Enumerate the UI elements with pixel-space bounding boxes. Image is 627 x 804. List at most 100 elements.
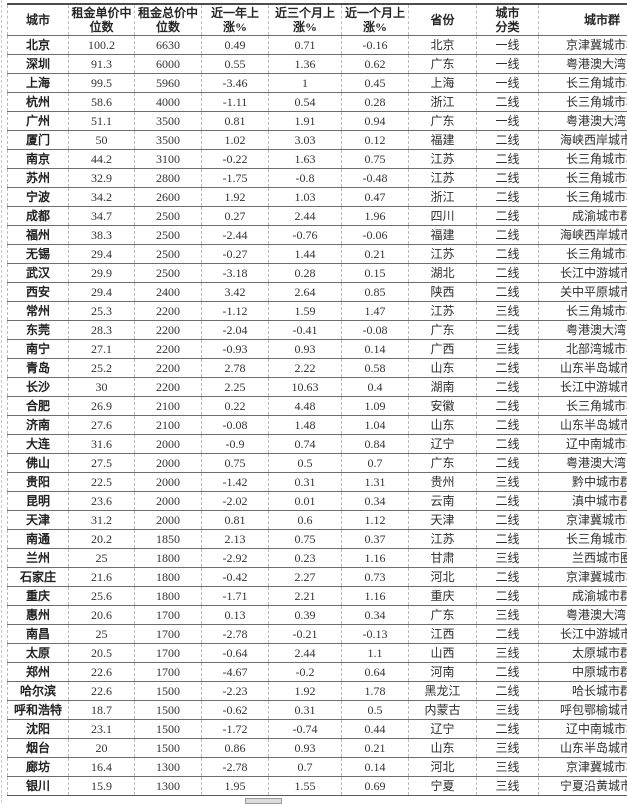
cell-province: 浙江 <box>409 188 477 207</box>
cell-city: 武汉 <box>8 264 69 283</box>
cell-cluster: 成渝城市群 <box>539 587 627 606</box>
cell-total_price: 2200 <box>135 321 202 340</box>
cell-city: 合肥 <box>8 397 69 416</box>
cell-m1: 0.21 <box>342 739 409 758</box>
cell-cluster: 长三角城市群 <box>539 74 627 93</box>
cell-total_price: 2000 <box>135 492 202 511</box>
cell-cluster: 京津冀城市群 <box>539 511 627 530</box>
cell-m1: 0.45 <box>342 74 409 93</box>
cell-unit_price: 18.7 <box>69 701 135 720</box>
cell-total_price: 5960 <box>135 74 202 93</box>
cell-tier: 三线 <box>477 701 539 720</box>
cell-province: 广东 <box>409 606 477 625</box>
cell-total_price: 1500 <box>135 701 202 720</box>
cell-total_price: 2200 <box>135 378 202 397</box>
cell-total_price: 1500 <box>135 739 202 758</box>
cell-cluster: 长三角城市群 <box>539 169 627 188</box>
table-resize-handle <box>245 798 282 804</box>
cell-city: 南通 <box>8 530 69 549</box>
cell-total_price: 2000 <box>135 435 202 454</box>
cell-city: 郑州 <box>8 663 69 682</box>
cell-unit_price: 25.2 <box>69 359 135 378</box>
cell-province: 河北 <box>409 758 477 777</box>
cell-m3: 0.23 <box>269 549 342 568</box>
cell-tier: 三线 <box>477 644 539 663</box>
cell-province: 天津 <box>409 511 477 530</box>
cell-city: 南京 <box>8 150 69 169</box>
cell-m1: 0.58 <box>342 359 409 378</box>
cell-m1: 1.04 <box>342 416 409 435</box>
cell-total_price: 1800 <box>135 568 202 587</box>
cell-province: 内蒙古 <box>409 701 477 720</box>
cell-province: 湖南 <box>409 378 477 397</box>
cell-tier: 三线 <box>477 549 539 568</box>
cell-unit_price: 22.5 <box>69 473 135 492</box>
cell-total_price: 6630 <box>135 36 202 55</box>
cell-total_price: 2000 <box>135 511 202 530</box>
cell-tier: 二线 <box>477 720 539 739</box>
cell-total_price: 2100 <box>135 416 202 435</box>
cell-m1: 1.12 <box>342 511 409 530</box>
cell-unit_price: 21.6 <box>69 568 135 587</box>
cell-total_price: 1300 <box>135 758 202 777</box>
cell-tier: 二线 <box>477 397 539 416</box>
cell-yoy: 0.13 <box>202 606 269 625</box>
cell-yoy: 2.25 <box>202 378 269 397</box>
cell-m1: 1.09 <box>342 397 409 416</box>
cell-yoy: 0.49 <box>202 36 269 55</box>
cell-tier: 二线 <box>477 283 539 302</box>
cell-tier: 三线 <box>477 302 539 321</box>
cell-m3: -0.74 <box>269 720 342 739</box>
page-margin-guide <box>1 0 2 803</box>
cell-m1: 0.37 <box>342 530 409 549</box>
cell-total_price: 2600 <box>135 188 202 207</box>
cell-m1: 0.12 <box>342 131 409 150</box>
cell-cluster: 滇中城市群 <box>539 492 627 511</box>
cell-city: 石家庄 <box>8 568 69 587</box>
cell-m3: 0.54 <box>269 93 342 112</box>
cell-unit_price: 20 <box>69 739 135 758</box>
cell-total_price: 6000 <box>135 55 202 74</box>
cell-total_price: 2400 <box>135 283 202 302</box>
cell-city: 呼和浩特 <box>8 701 69 720</box>
cell-city: 宁波 <box>8 188 69 207</box>
cell-cluster: 京津冀城市群 <box>539 568 627 587</box>
cell-m3: -0.41 <box>269 321 342 340</box>
cell-yoy: -0.42 <box>202 568 269 587</box>
cell-unit_price: 23.6 <box>69 492 135 511</box>
cell-m3: 1.55 <box>269 777 342 796</box>
cell-unit_price: 20.6 <box>69 606 135 625</box>
cell-province: 福建 <box>409 226 477 245</box>
cell-m1: 0.21 <box>342 245 409 264</box>
cell-cluster: 成渝城市群 <box>539 207 627 226</box>
cell-yoy: 1.95 <box>202 777 269 796</box>
cell-yoy: -2.44 <box>202 226 269 245</box>
cell-yoy: 0.81 <box>202 112 269 131</box>
cell-total_price: 1700 <box>135 625 202 644</box>
cell-province: 河北 <box>409 568 477 587</box>
cell-tier: 二线 <box>477 378 539 397</box>
cell-city: 长沙 <box>8 378 69 397</box>
column-header-m1: 近一个月上 涨% <box>342 4 409 36</box>
cell-province: 山东 <box>409 739 477 758</box>
cell-m3: 2.44 <box>269 207 342 226</box>
cell-m3: 1.92 <box>269 682 342 701</box>
cell-cluster: 关中平原城市群 <box>539 283 627 302</box>
cell-province: 山西 <box>409 644 477 663</box>
cell-unit_price: 27.1 <box>69 340 135 359</box>
cell-total_price: 3500 <box>135 112 202 131</box>
cell-tier: 二线 <box>477 454 539 473</box>
